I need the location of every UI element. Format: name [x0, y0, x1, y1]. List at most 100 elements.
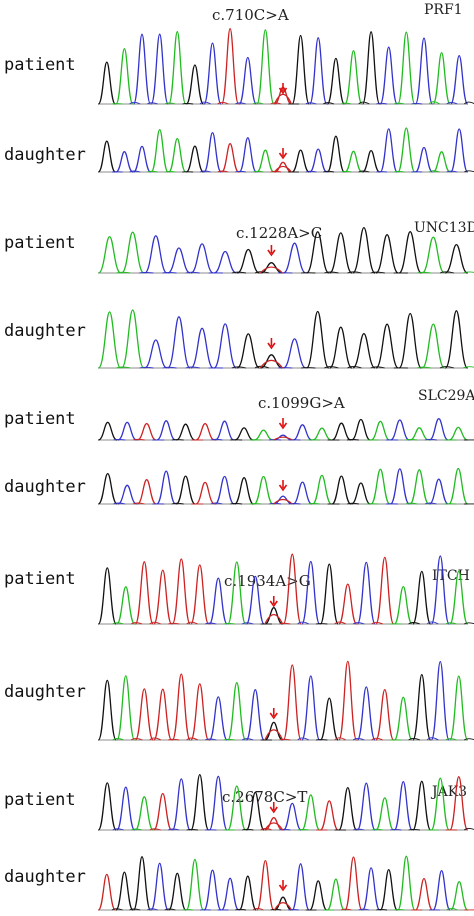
peak-A: [375, 797, 395, 831]
peak-C: [156, 470, 177, 505]
peak-A: [432, 151, 451, 173]
mutant-peak: [259, 266, 283, 274]
minor-peak: [323, 102, 335, 105]
peak-C: [245, 575, 265, 625]
peak-C: [309, 37, 328, 105]
gene-label: SLC29A3: [418, 388, 474, 404]
patient-trace-jak3: [97, 773, 474, 831]
minor-peak: [149, 828, 162, 831]
peak-C: [379, 128, 398, 173]
peak-C: [117, 421, 137, 441]
mutation-label: c.1228A>C: [236, 224, 322, 242]
peak-C: [283, 242, 307, 274]
mutation-arrow-head-icon: [267, 342, 276, 350]
minor-peak: [370, 366, 385, 369]
minor-peak: [210, 502, 223, 505]
peak-G: [97, 567, 117, 625]
peak-A: [227, 561, 247, 625]
peak-C: [415, 146, 433, 173]
daughter-trace-itch: [97, 660, 474, 741]
minor-peak: [462, 271, 474, 274]
daughter-trace-prf1: [97, 127, 474, 173]
minor-peak: [217, 101, 229, 105]
peak-G: [305, 310, 330, 369]
peak-C: [214, 475, 235, 505]
peak-T: [134, 688, 154, 741]
minor-peak: [234, 102, 247, 105]
peak-G: [236, 333, 260, 369]
peak-C: [379, 46, 398, 105]
peak-T: [282, 664, 302, 741]
minor-peak: [129, 170, 141, 173]
peak-C: [171, 778, 191, 831]
peak-G: [338, 786, 358, 831]
peak-G: [260, 262, 283, 274]
peak-C: [429, 478, 449, 505]
minor-peak: [446, 101, 458, 105]
mutant-peak: [273, 498, 293, 505]
minor-peak: [463, 622, 474, 625]
minor-peak: [111, 908, 123, 911]
peak-C: [389, 468, 410, 505]
peak-A: [97, 311, 122, 369]
peak-G: [331, 422, 352, 441]
peak-C: [414, 37, 434, 105]
peak-G: [98, 421, 118, 441]
minor-peak: [463, 738, 474, 741]
patient-label: patient: [4, 790, 76, 810]
minor-peak: [305, 102, 317, 105]
peak-T: [137, 422, 157, 441]
patient-trace-prf1: [97, 27, 474, 105]
peak-C: [208, 696, 228, 741]
peak-C: [203, 869, 222, 911]
minor-peak: [334, 621, 347, 625]
mutation-label: c.710C>A: [212, 6, 289, 24]
minor-peak: [149, 621, 162, 625]
peak-T: [274, 161, 292, 173]
peak-A: [448, 467, 469, 505]
peak-C: [430, 660, 450, 741]
peak-G: [326, 135, 345, 173]
peak-G: [379, 868, 398, 911]
peak-T: [153, 569, 173, 625]
peak-G: [375, 323, 399, 369]
peak-T: [195, 481, 215, 505]
peak-C: [144, 235, 168, 274]
mutant-peak: [264, 729, 284, 741]
peak-G: [97, 140, 116, 173]
minor-peak: [186, 621, 199, 625]
mutant-peak: [259, 359, 283, 369]
peak-A: [168, 137, 187, 173]
minor-peak: [231, 366, 247, 369]
peak-G: [274, 896, 292, 911]
peak-A: [120, 309, 145, 369]
peak-T: [153, 792, 173, 831]
peak-A: [227, 682, 247, 741]
peak-T: [449, 776, 469, 831]
minor-peak: [347, 366, 362, 369]
mutant-peak: [264, 822, 284, 831]
peak-T: [344, 856, 363, 911]
minor-peak: [445, 738, 458, 741]
peak-G: [264, 607, 283, 625]
peak-G: [319, 697, 339, 741]
peak-C: [203, 42, 222, 105]
peak-G: [260, 354, 283, 369]
patient-trace-unc13d: [97, 226, 474, 274]
minor-peak: [426, 621, 439, 625]
peak-G: [291, 149, 310, 173]
minor-peak: [112, 622, 125, 625]
minor-peak: [112, 828, 125, 831]
peak-T: [171, 673, 191, 741]
peak-G: [351, 418, 371, 441]
peak-T: [256, 859, 275, 911]
peak-C: [115, 151, 134, 173]
peak-C: [390, 419, 410, 441]
minor-peak: [408, 737, 421, 741]
peak-A: [254, 429, 274, 441]
peak-C: [429, 418, 449, 441]
minor-peak: [129, 101, 141, 105]
minor-peak: [164, 908, 176, 911]
peak-C: [203, 131, 222, 173]
